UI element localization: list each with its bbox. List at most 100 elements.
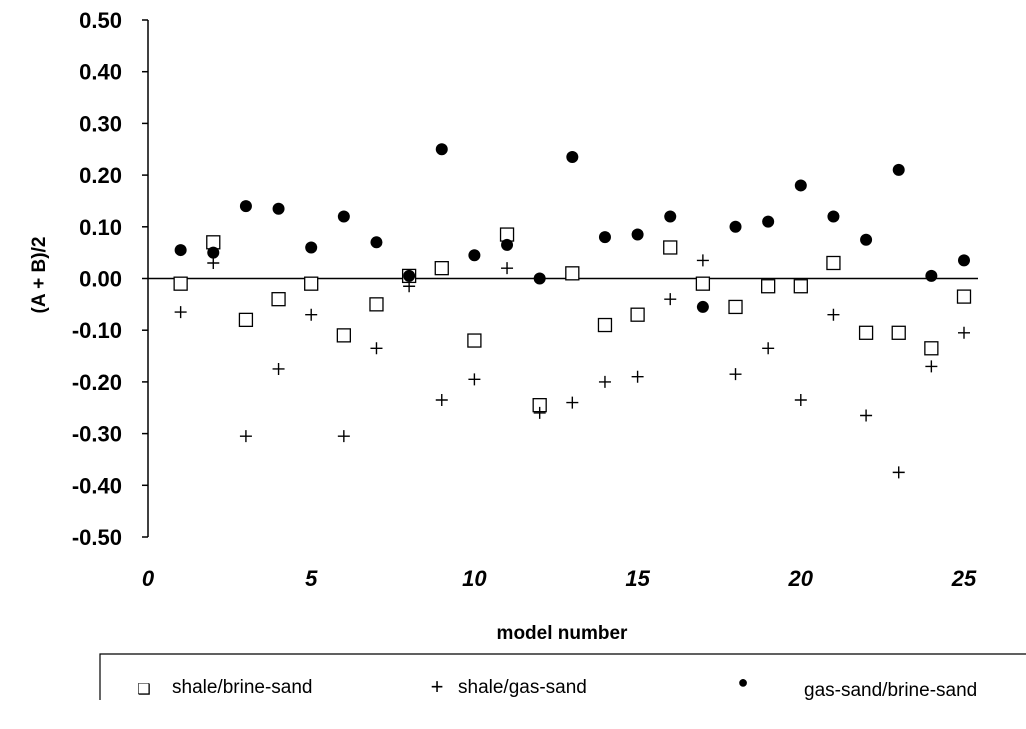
data-point-plus (958, 326, 970, 339)
y-tick-label: -0.10 (72, 318, 122, 343)
data-point-plus (925, 360, 938, 373)
data-point-square (695, 276, 711, 291)
data-point-plus (207, 256, 220, 269)
data-point-circle (566, 151, 579, 164)
data-point-circle (664, 210, 677, 223)
data-point-plus (337, 430, 350, 443)
y-tick-label: 0.10 (79, 215, 122, 240)
data-point-plus (598, 375, 611, 388)
y-axis-title: (A + B)/2 (29, 237, 50, 314)
data-point-plus (305, 308, 318, 321)
legend-marker-gas-sand-brine-sand: ● (738, 672, 749, 692)
data-point-square (434, 261, 449, 276)
data-point-circle (533, 272, 546, 285)
data-point-plus (435, 393, 448, 406)
legend: ❑ shale/brine-sand + shale/gas-sand ● ga… (99, 653, 1026, 701)
x-tick-label: 10 (462, 566, 487, 591)
legend-marker-shale-gas-sand: + (431, 674, 444, 699)
y-tick-label: 0.30 (79, 111, 122, 136)
x-axis-title: model number (497, 623, 629, 644)
y-tick-label: 0.40 (79, 60, 122, 85)
data-point-square (956, 289, 972, 304)
data-point-square (467, 333, 482, 348)
data-point-square (793, 279, 808, 294)
legend-label-shale-gas-sand: shale/gas-sand (458, 677, 587, 698)
data-point-circle (174, 244, 187, 257)
y-tick-label: 0.20 (79, 163, 122, 188)
data-point-plus (566, 396, 579, 409)
y-tick-label: -0.40 (72, 473, 122, 498)
data-point-plus (762, 342, 775, 355)
y-tick-label: 0.50 (79, 8, 122, 33)
data-point-square (597, 317, 613, 333)
legend-marker-shale-brine-sand: ❑ (137, 681, 150, 698)
data-point-circle (860, 233, 873, 246)
data-point-square (924, 341, 939, 356)
data-point-circle (598, 231, 611, 244)
data-point-circle (272, 202, 285, 215)
x-tick-label: 25 (951, 566, 977, 591)
data-point-plus (174, 306, 187, 319)
data-point-square (173, 276, 188, 291)
data-point-square (858, 325, 874, 340)
data-point-plus (696, 254, 709, 267)
x-axis: 0 5 10 15 20 25 (142, 566, 977, 591)
data-point-plus (501, 262, 514, 275)
data-point-square (761, 279, 776, 294)
data-point-plus (827, 308, 840, 321)
y-tick-label: -0.30 (72, 422, 122, 447)
data-point-circle (631, 228, 644, 241)
y-tick-label: -0.50 (72, 525, 122, 550)
data-point-square (304, 276, 319, 291)
x-tick-label: 15 (625, 566, 650, 591)
data-point-square (238, 312, 254, 328)
data-point-square (271, 292, 286, 307)
data-point-square (565, 266, 580, 281)
series-shale-brine-sand (173, 227, 972, 413)
data-point-square (891, 325, 906, 340)
data-point-plus (860, 409, 873, 422)
legend-frame (99, 653, 1026, 700)
data-point-circle (501, 238, 514, 251)
x-tick-label: 0 (142, 566, 155, 591)
data-point-circle (794, 179, 807, 192)
data-point-circle (370, 236, 383, 249)
legend-label-shale-brine-sand: shale/brine-sand (172, 677, 312, 698)
data-point-plus (794, 393, 807, 406)
data-point-square (663, 240, 678, 255)
data-point-plus (664, 293, 677, 306)
data-point-plus (272, 362, 285, 375)
data-point-square (630, 307, 645, 322)
x-tick-label: 5 (305, 566, 318, 591)
y-tick-label: 0.00 (79, 267, 122, 292)
legend-label-gas-sand-brine-sand: gas-sand/brine-sand (804, 680, 977, 701)
data-series (173, 143, 972, 479)
series-shale-gas-sand (174, 254, 970, 479)
data-point-circle (239, 200, 252, 213)
y-axis: 0.50 0.40 0.30 0.20 0.10 0.00 -0.10 -0.20 -0.30 -… (72, 8, 149, 550)
data-point-plus (239, 430, 252, 443)
data-point-circle (468, 249, 481, 262)
data-point-circle (827, 210, 840, 223)
data-point-circle (403, 269, 416, 282)
data-point-circle (925, 269, 938, 282)
data-point-square (826, 255, 841, 271)
data-point-plus (533, 406, 546, 419)
data-point-plus (892, 466, 905, 479)
y-tick-label: -0.20 (72, 370, 122, 395)
data-point-circle (892, 163, 905, 176)
data-point-circle (696, 300, 709, 313)
data-point-circle (435, 143, 448, 156)
data-point-circle (305, 241, 318, 254)
data-point-circle (762, 215, 775, 228)
data-point-circle (729, 220, 742, 233)
data-point-plus (729, 368, 742, 381)
data-point-plus (631, 370, 644, 383)
data-point-square (369, 297, 384, 312)
data-point-circle (958, 254, 970, 267)
data-point-circle (207, 246, 220, 259)
x-tick-label: 20 (788, 566, 814, 591)
data-point-plus (468, 373, 481, 386)
series-gas-sand-brine-sand (174, 143, 970, 313)
data-point-square (336, 328, 351, 343)
